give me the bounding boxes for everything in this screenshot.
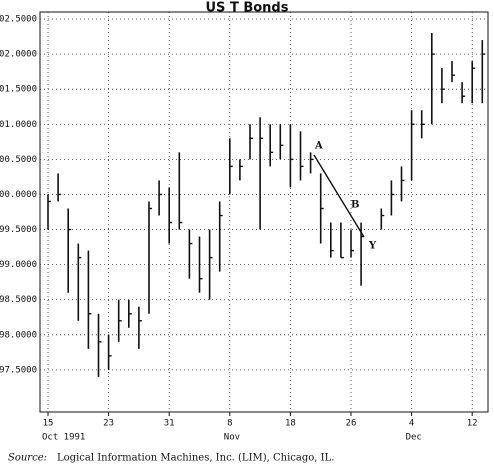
source: Logical Information Machines, Inc. (LIM)… — [57, 453, 334, 464]
y-tick-label: 101.5000 — [0, 85, 37, 95]
plot-frame — [39, 11, 489, 413]
x-tick-label: 26 — [346, 419, 357, 429]
y-tick-label: 97.5000 — [0, 365, 37, 375]
x-tick-label: 12 — [467, 419, 478, 429]
x-tick-label: 23 — [103, 419, 114, 429]
y-tick-label: 99.5000 — [0, 225, 37, 235]
y-tick-label: 100.0000 — [0, 190, 37, 200]
y-tick-label: 100.5000 — [0, 155, 37, 165]
y-tick-label: 98.5000 — [0, 295, 37, 305]
y-tick-label: 102.0000 — [0, 50, 37, 60]
x-tick-label: 8 — [227, 419, 232, 429]
chart-title: US T Bonds — [206, 1, 289, 16]
month-label: Oct 1991 — [42, 433, 85, 443]
x-tick-label: 4 — [409, 419, 414, 429]
trend-line — [313, 154, 365, 238]
x-tick-label: 18 — [285, 419, 296, 429]
month-label: Nov — [224, 433, 240, 443]
annotation: Y — [368, 241, 377, 252]
month-label: Dec — [406, 433, 422, 443]
y-tick-label: 99.0000 — [0, 260, 37, 270]
y-tick-label: 101.0000 — [0, 120, 37, 130]
annotation: B — [351, 200, 359, 211]
y-tick-label: 102.5000 — [0, 15, 37, 25]
annotation: A — [314, 141, 323, 152]
x-tick-label: 15 — [43, 419, 54, 429]
x-tick-label: 31 — [164, 419, 175, 429]
source-label: Source: — [8, 453, 47, 464]
y-tick-label: 98.0000 — [0, 330, 37, 340]
